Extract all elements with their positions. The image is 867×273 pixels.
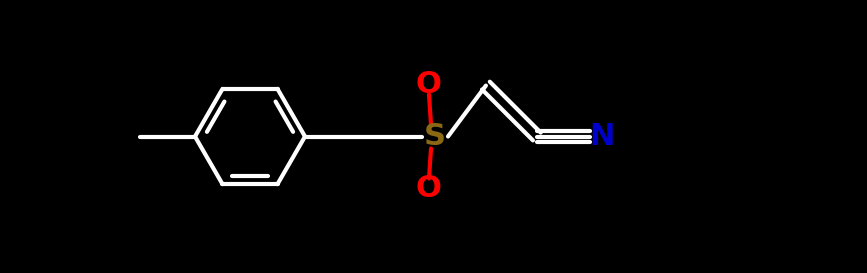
Text: N: N: [589, 122, 615, 151]
Text: O: O: [415, 174, 441, 203]
Text: S: S: [424, 122, 446, 151]
Text: O: O: [415, 70, 441, 99]
